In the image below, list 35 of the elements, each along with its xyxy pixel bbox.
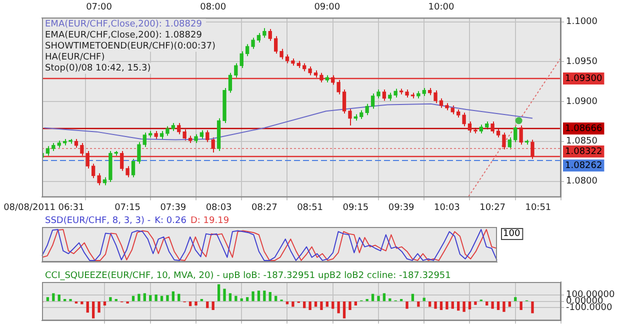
- x-tick-label: 08:03: [206, 202, 232, 213]
- x-tick-label: 08/08/2011 06:31: [4, 202, 84, 213]
- y-tick-label: 1.0850: [566, 136, 598, 147]
- y-tick-label: 1.0800: [566, 176, 598, 187]
- x-tick-label: 10:03: [434, 202, 460, 213]
- y-tick-label: 1.1000: [566, 17, 598, 28]
- x-tick-label: 08:27: [251, 202, 278, 213]
- ref-line-label: 1.08666: [565, 124, 602, 134]
- ref-line-label: 1.09300: [565, 74, 602, 84]
- x-tick-label: 07:15: [114, 202, 141, 213]
- x2-tick-label: 10:00: [428, 2, 454, 13]
- annotation: SHOWTIMETOEND(EUR/CHF)(0:00:37): [45, 42, 216, 52]
- x-tick-label: 08:51: [297, 202, 324, 213]
- x2-tick-label: 08:00: [200, 2, 226, 13]
- annotation: EMA(EUR/CHF,Close,200): 1.08829: [45, 30, 202, 41]
- series-label: K: 0.26: [154, 216, 187, 226]
- series-label: D: 19.19: [190, 216, 230, 226]
- x-tick-label: 10:51: [525, 202, 552, 213]
- y-tick-label: 1.0900: [566, 96, 598, 107]
- x2-tick-label: 07:00: [86, 2, 112, 13]
- ref-line-label: 1.08262: [565, 160, 602, 171]
- chart-title: CCI_SQUEEZE(EUR/CHF, 10, MVA, 20) - upB loB: -187.32951 upB2 loB2 ccline: -187.32951: [45, 270, 451, 281]
- ref-line-label: 1.08322: [565, 146, 602, 157]
- annotation: Stop(0)/08 10:42, 15.3): [45, 64, 151, 74]
- text: 100: [503, 228, 520, 239]
- x-tick-label: 09:39: [388, 202, 415, 213]
- y-tick-label: 1.0950: [566, 56, 598, 67]
- chart-title: SSD(EUR/CHF, 8, 3, 3) -: [45, 216, 151, 226]
- text: EMA(EUR/CHF,Close,200): 1.08829: [45, 20, 202, 30]
- x2-tick-label: 09:00: [314, 2, 340, 13]
- y-tick-label: -100.0000: [566, 303, 612, 314]
- annotation: HA(EUR/CHF): [45, 52, 105, 63]
- x-tick-label: 10:27: [480, 202, 506, 213]
- x-tick-label: 09:15: [342, 202, 369, 213]
- x-tick-label: 07:39: [160, 202, 186, 213]
